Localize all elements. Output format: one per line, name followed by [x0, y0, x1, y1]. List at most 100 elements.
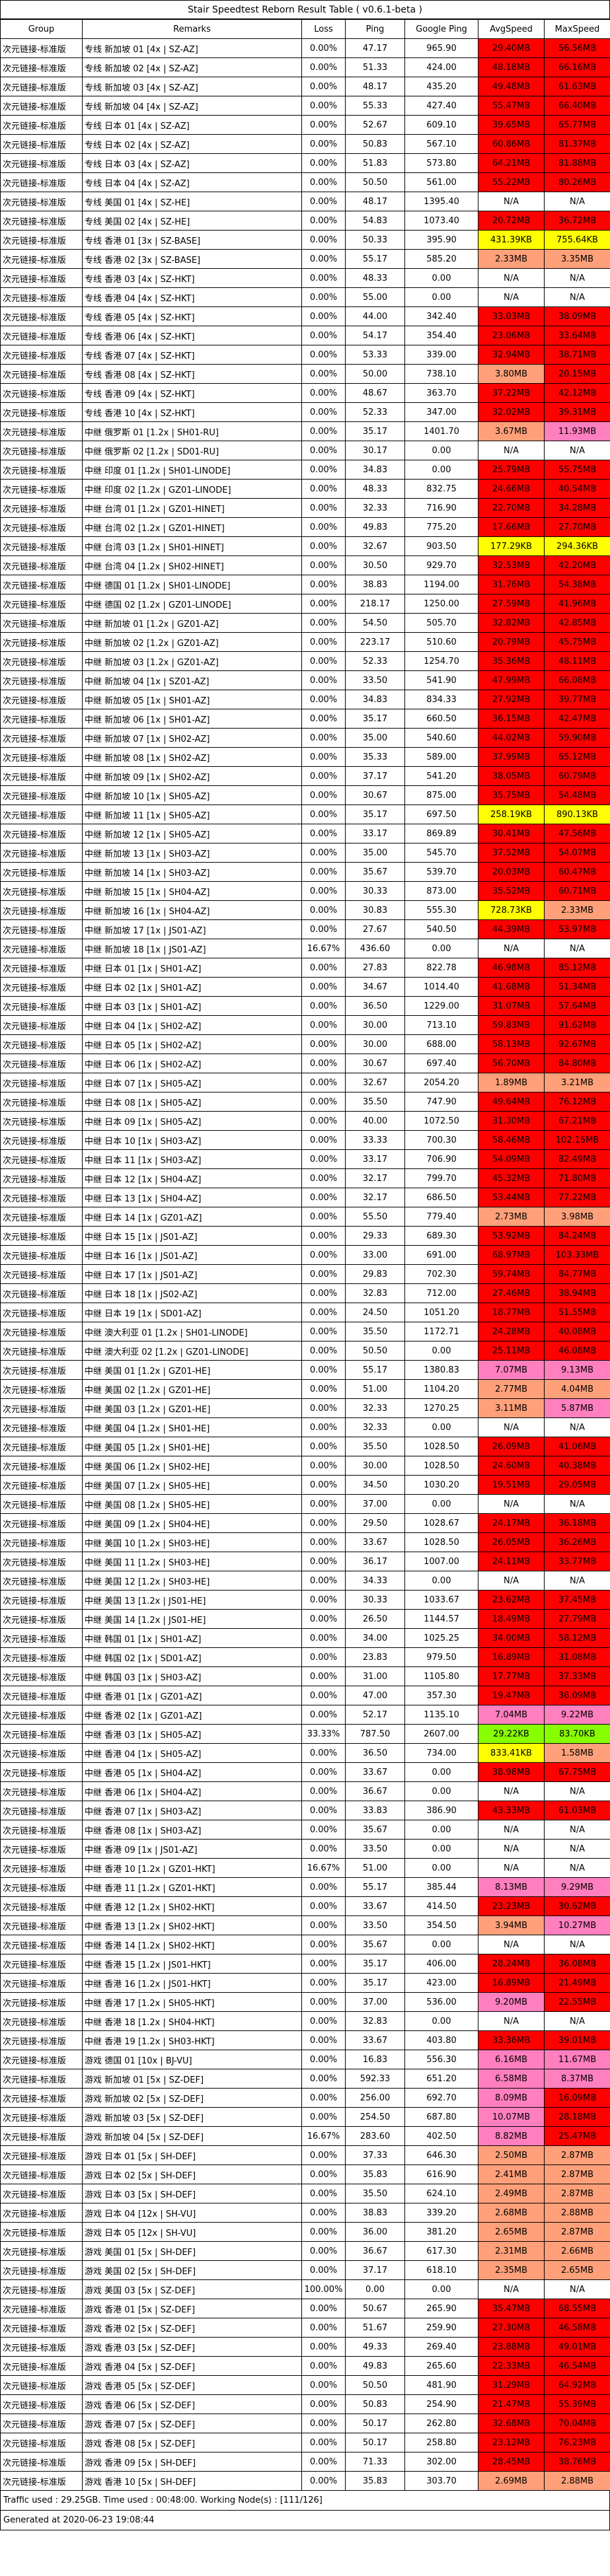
cell-loss: 0.00% — [301, 402, 346, 422]
cell-group: 次元链接-标准版 — [0, 900, 83, 920]
cell-avg-speed: 27.92MB — [478, 690, 545, 709]
cell-remarks: 中继 印度 01 [1.2x | SH01-LINODE] — [82, 460, 302, 480]
cell-google-ping: 303.70 — [404, 2471, 478, 2491]
cell-ping: 33.83 — [345, 1801, 405, 1820]
cell-ping: 50.17 — [345, 2433, 405, 2452]
cell-ping: 29.50 — [345, 1513, 405, 1533]
cell-ping: 218.17 — [345, 594, 405, 614]
cell-ping: 36.67 — [345, 2241, 405, 2261]
cell-avg-speed: 31.30MB — [478, 1111, 545, 1131]
cell-avg-speed: 23.06MB — [478, 326, 545, 345]
cell-loss: 0.00% — [301, 1666, 346, 1686]
cell-google-ping: 624.10 — [404, 2184, 478, 2203]
cell-loss: 0.00% — [301, 192, 346, 211]
cell-loss: 0.00% — [301, 1417, 346, 1437]
cell-max-speed: 64.92MB — [544, 2375, 610, 2395]
cell-remarks: 专线 香港 06 [4x | SZ-HKT] — [82, 326, 302, 345]
cell-avg-speed: 37.22MB — [478, 383, 545, 403]
cell-loss: 0.00% — [301, 805, 346, 824]
cell-google-ping: 265.60 — [404, 2356, 478, 2376]
cell-avg-speed: 258.19KB — [478, 805, 545, 824]
cell-group: 次元链接-标准版 — [0, 1532, 83, 1552]
cell-ping: 50.50 — [345, 172, 405, 192]
table-row: 次元链接-标准版 游戏 香港 10 [5x | SH-DEF] 0.00% 35.83… — [0, 2471, 610, 2491]
cell-ping: 55.17 — [345, 1877, 405, 1897]
table-row: 次元链接-标准版 中继 美国 01 [1.2x | GZ01-HE] 0.00% 55… — [0, 1360, 610, 1380]
cell-max-speed: 61.03MB — [544, 1801, 610, 1820]
cell-google-ping: 424.00 — [404, 57, 478, 77]
cell-ping: 55.50 — [345, 1207, 405, 1227]
cell-avg-speed: 59.83MB — [478, 1015, 545, 1035]
cell-avg-speed: 3.11MB — [478, 1398, 545, 1418]
cell-ping: 27.83 — [345, 958, 405, 978]
cell-loss: 0.00% — [301, 1437, 346, 1456]
cell-google-ping: 706.90 — [404, 1149, 478, 1169]
cell-avg-speed: N/A — [478, 1820, 545, 1840]
cell-remarks: 中继 香港 17 [1.2x | SH05-HKT] — [82, 1992, 302, 2012]
cell-max-speed: 84.77MB — [544, 1264, 610, 1284]
cell-group: 次元链接-标准版 — [0, 2337, 83, 2357]
cell-group: 次元链接-标准版 — [0, 421, 83, 441]
cell-group: 次元链接-标准版 — [0, 2088, 83, 2108]
cell-google-ping: 713.10 — [404, 1015, 478, 1035]
cell-avg-speed: 64.21MB — [478, 153, 545, 173]
cell-remarks: 中继 美国 08 [1.2x | SH05-HE] — [82, 1494, 302, 1514]
table-row: 次元链接-标准版 中继 日本 16 [1x | JS01-AZ] 0.00% 33.0… — [0, 1245, 610, 1265]
cell-loss: 0.00% — [301, 249, 346, 269]
cell-group: 次元链接-标准版 — [0, 364, 83, 384]
table-row: 次元链接-标准版 中继 香港 09 [1x | JS01-AZ] 0.00% 33.5… — [0, 1839, 610, 1859]
cell-google-ping: 481.90 — [404, 2375, 478, 2395]
cell-remarks: 中继 日本 03 [1x | SH01-AZ] — [82, 996, 302, 1016]
cell-group: 次元链接-标准版 — [0, 1552, 83, 1571]
cell-loss: 0.00% — [301, 919, 346, 939]
cell-loss: 0.00% — [301, 1149, 346, 1169]
table-row: 次元链接-标准版 专线 新加坡 01 [4x | SZ-AZ] 0.00% 47.17… — [0, 38, 610, 58]
table-row: 次元链接-标准版 中继 韩国 01 [1x | SH01-AZ] 0.00% 34.0… — [0, 1628, 610, 1648]
table-row: 次元链接-标准版 中继 新加坡 14 [1x | SH03-AZ] 0.00% 35.… — [0, 862, 610, 882]
cell-google-ping: 2607.00 — [404, 1724, 478, 1744]
cell-group: 次元链接-标准版 — [0, 517, 83, 537]
table-row: 次元链接-标准版 中继 新加坡 03 [1.2x | GZ01-AZ] 0.00% 5… — [0, 651, 610, 671]
cell-google-ping: 691.00 — [404, 1245, 478, 1265]
cell-group: 次元链接-标准版 — [0, 1705, 83, 1725]
cell-group: 次元链接-标准版 — [0, 1188, 83, 1207]
cell-ping: 35.33 — [345, 747, 405, 767]
cell-google-ping: 747.90 — [404, 1092, 478, 1112]
cell-group: 次元链接-标准版 — [0, 498, 83, 518]
cell-avg-speed: 39.65MB — [478, 115, 545, 135]
cell-avg-speed: 55.22MB — [478, 172, 545, 192]
table-row: 次元链接-标准版 中继 日本 15 [1x | JS01-AZ] 0.00% 29.3… — [0, 1226, 610, 1246]
cell-google-ping: 1135.10 — [404, 1705, 478, 1725]
cell-loss: 0.00% — [301, 1571, 346, 1591]
cell-group: 次元链接-标准版 — [0, 345, 83, 365]
cell-avg-speed: 3.94MB — [478, 1915, 545, 1935]
cell-max-speed: N/A — [544, 268, 610, 288]
cell-avg-speed: 2.69MB — [478, 2471, 545, 2491]
cell-avg-speed: 45.32MB — [478, 1168, 545, 1188]
table-row: 次元链接-标准版 游戏 香港 08 [5x | SZ-DEF] 0.00% 50.17… — [0, 2433, 610, 2452]
cell-google-ping: 1395.40 — [404, 192, 478, 211]
cell-google-ping: 1270.25 — [404, 1398, 478, 1418]
cell-remarks: 中继 香港 06 [1x | SH04-AZ] — [82, 1781, 302, 1801]
cell-remarks: 专线 新加坡 01 [4x | SZ-AZ] — [82, 38, 302, 58]
cell-group: 次元链接-标准版 — [0, 2356, 83, 2376]
cell-google-ping: 339.20 — [404, 2203, 478, 2223]
cell-loss: 100.00% — [301, 2279, 346, 2299]
cell-ping: 50.00 — [345, 364, 405, 384]
cell-remarks: 专线 香港 01 [3x | SZ-BASE] — [82, 230, 302, 250]
cell-remarks: 中继 新加坡 03 [1.2x | GZ01-AZ] — [82, 651, 302, 671]
cell-loss: 0.00% — [301, 1226, 346, 1246]
cell-avg-speed: N/A — [478, 939, 545, 958]
cell-ping: 35.50 — [345, 1322, 405, 1342]
cell-loss: 0.00% — [301, 2299, 346, 2318]
cell-remarks: 中继 新加坡 14 [1x | SH03-AZ] — [82, 862, 302, 882]
cell-max-speed: 66.16MB — [544, 57, 610, 77]
cell-remarks: 游戏 香港 02 [5x | SZ-DEF] — [82, 2318, 302, 2338]
cell-ping: 36.00 — [345, 2222, 405, 2242]
cell-ping: 16.83 — [345, 2050, 405, 2069]
cell-max-speed: 65.77MB — [544, 115, 610, 135]
cell-group: 次元链接-标准版 — [0, 555, 83, 575]
table-row: 次元链接-标准版 中继 美国 12 [1.2x | SH03-HE] 0.00% 34… — [0, 1571, 610, 1591]
cell-max-speed: N/A — [544, 2279, 610, 2299]
cell-max-speed: N/A — [544, 287, 610, 307]
